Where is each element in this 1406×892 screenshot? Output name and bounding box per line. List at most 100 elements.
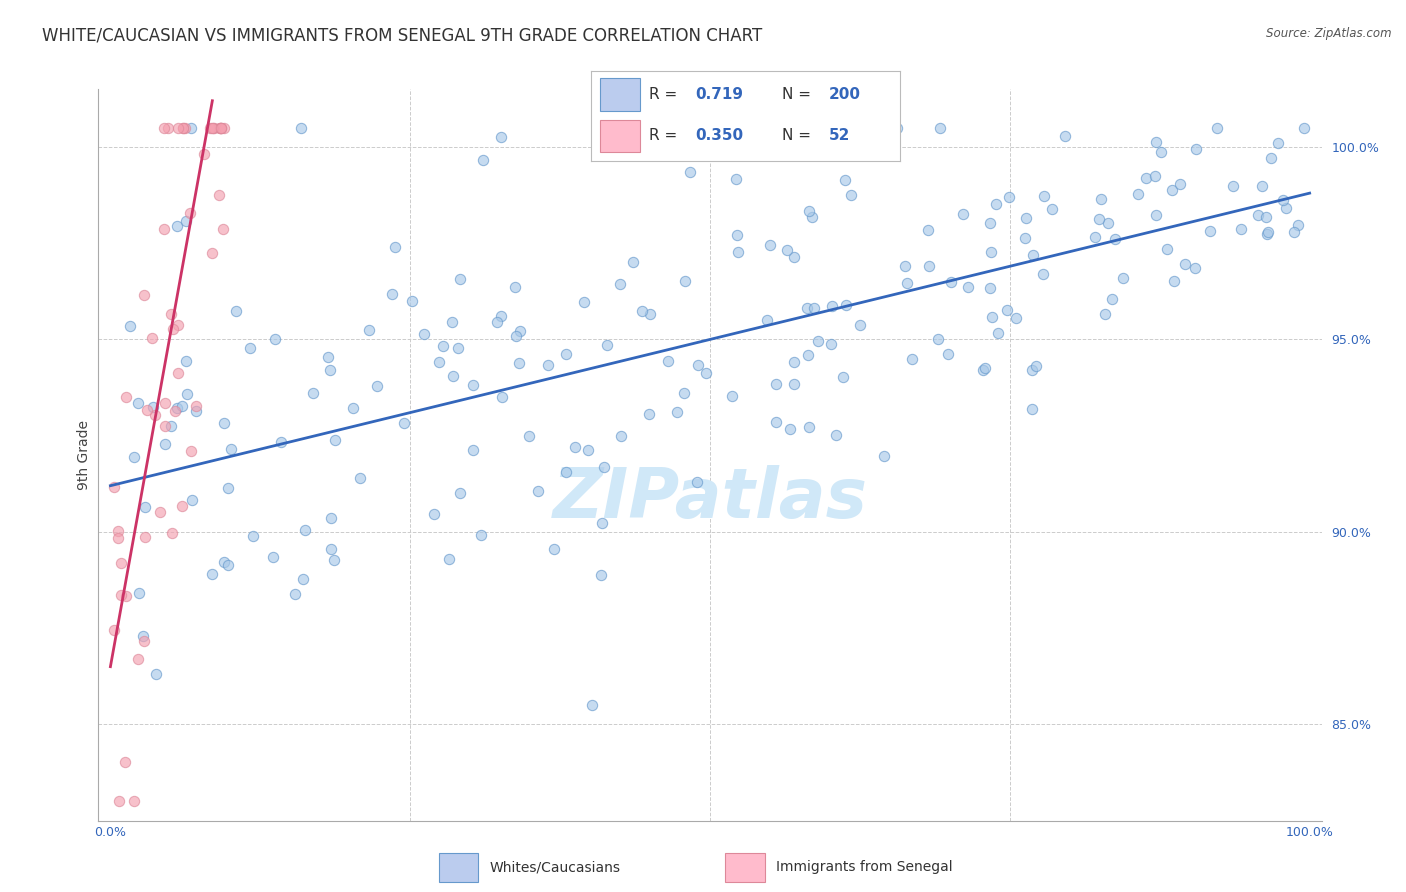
Point — [162, 322, 184, 336]
Point — [576, 442, 599, 457]
Point — [103, 480, 125, 494]
Point — [873, 449, 896, 463]
Point — [318, 350, 340, 364]
Point — [209, 120, 232, 135]
Point — [172, 120, 194, 135]
Point — [1282, 225, 1305, 239]
Point — [110, 588, 132, 602]
Point — [174, 120, 197, 135]
Point — [321, 542, 343, 557]
Point — [591, 516, 613, 530]
Point — [136, 403, 159, 417]
Point — [1184, 143, 1206, 157]
Point — [180, 443, 202, 458]
Point — [264, 332, 287, 346]
Point — [1135, 170, 1157, 185]
Point — [918, 259, 941, 273]
Point — [491, 390, 513, 404]
Point — [166, 219, 188, 233]
Point — [807, 334, 830, 349]
Point — [572, 295, 595, 310]
Point — [441, 315, 464, 329]
Point — [118, 319, 141, 334]
Point — [894, 259, 917, 273]
Point — [290, 120, 312, 135]
Point — [1031, 267, 1053, 281]
Point — [783, 355, 806, 369]
Point — [202, 120, 225, 135]
Point — [796, 301, 818, 316]
Point — [509, 324, 531, 338]
Point — [1084, 230, 1107, 244]
Point — [132, 634, 155, 648]
Point — [193, 146, 215, 161]
Point — [198, 120, 221, 135]
Point — [1014, 231, 1036, 245]
Point — [797, 203, 820, 218]
Text: Immigrants from Senegal: Immigrants from Senegal — [776, 861, 953, 874]
Point — [849, 318, 872, 332]
Point — [366, 379, 388, 393]
Point — [166, 401, 188, 415]
Point — [657, 354, 679, 368]
Point — [186, 404, 208, 418]
Point — [979, 216, 1001, 230]
Point — [621, 254, 644, 268]
Point — [1021, 401, 1043, 416]
Point — [776, 243, 799, 257]
Point — [461, 377, 484, 392]
Point — [609, 428, 631, 442]
Point — [725, 171, 748, 186]
Point — [217, 481, 239, 495]
Point — [180, 493, 202, 508]
Point — [939, 276, 962, 290]
Point — [179, 206, 201, 220]
Text: 0.719: 0.719 — [696, 87, 744, 102]
Point — [1286, 218, 1309, 232]
Point — [122, 794, 145, 808]
Point — [1033, 189, 1056, 203]
Point — [505, 280, 527, 294]
Point — [929, 120, 952, 135]
Point — [1256, 227, 1278, 242]
Text: N =: N = — [782, 128, 815, 143]
Point — [167, 366, 190, 380]
Point — [153, 437, 176, 451]
Point — [202, 120, 225, 135]
Point — [319, 511, 342, 525]
Point — [609, 277, 631, 291]
Point — [449, 485, 471, 500]
Point — [1021, 363, 1043, 377]
Point — [1251, 178, 1274, 193]
Point — [262, 549, 284, 564]
Point — [1257, 225, 1279, 239]
Point — [1163, 273, 1185, 287]
Point — [821, 299, 844, 313]
Point — [145, 667, 167, 681]
Point — [1054, 129, 1077, 144]
Point — [796, 348, 818, 362]
Text: 0.350: 0.350 — [696, 128, 744, 143]
Point — [153, 395, 176, 409]
Point — [1040, 202, 1063, 217]
Point — [755, 312, 778, 326]
Point — [595, 338, 617, 352]
Point — [783, 250, 806, 264]
Point — [322, 553, 344, 567]
Point — [972, 363, 994, 377]
Point — [900, 352, 922, 367]
Point — [412, 326, 434, 341]
Point — [323, 433, 346, 447]
Point — [1161, 183, 1184, 197]
Point — [357, 323, 380, 337]
Point — [803, 301, 825, 315]
Point — [1005, 310, 1028, 325]
Point — [167, 120, 190, 135]
Point — [765, 416, 787, 430]
Point — [461, 442, 484, 457]
Point — [678, 165, 700, 179]
Point — [115, 390, 138, 404]
Y-axis label: 9th Grade: 9th Grade — [77, 420, 91, 490]
Point — [209, 120, 232, 135]
Point — [174, 353, 197, 368]
